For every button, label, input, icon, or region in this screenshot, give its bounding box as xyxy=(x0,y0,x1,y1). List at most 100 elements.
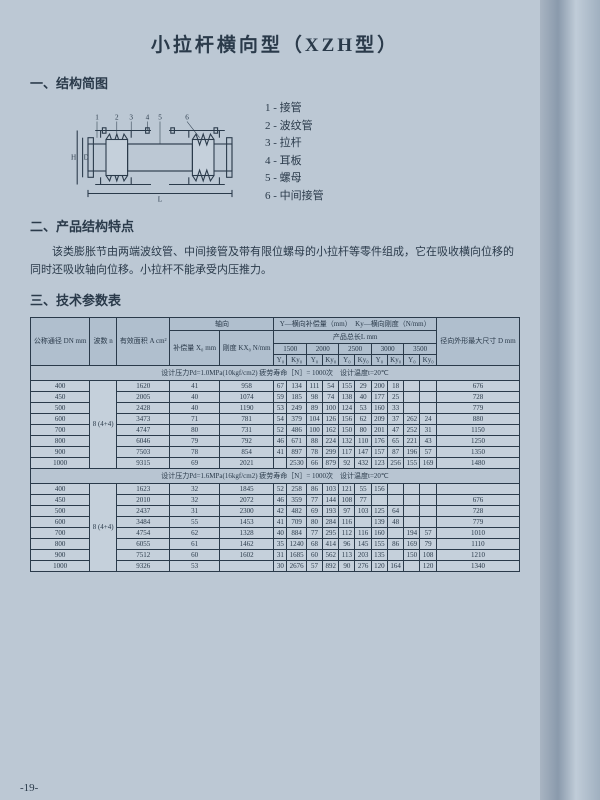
cell-val: 299 xyxy=(322,446,339,457)
th-y0: Y₀ xyxy=(371,354,387,365)
cell-x0: 40 xyxy=(170,391,219,402)
cell-val: 24 xyxy=(420,413,437,424)
cell-val: 29 xyxy=(355,380,372,391)
structure-diagram-area: 1 2 3 4 5 6 H D L 1 - 接管 2 - 波纹管 3 - 拉杆 … xyxy=(70,100,520,206)
cell-area: 7503 xyxy=(117,446,170,457)
cell-x0: 60 xyxy=(170,549,219,560)
cell-d: 676 xyxy=(436,494,519,505)
cell-val: 147 xyxy=(355,446,372,457)
cell-x0: 61 xyxy=(170,538,219,549)
cell-kx: 1462 xyxy=(219,538,274,549)
cell-val: 124 xyxy=(339,402,355,413)
cell-val: 30 xyxy=(274,560,287,571)
cell-n: 8 (4+4) xyxy=(90,380,117,468)
cell-val: 67 xyxy=(274,380,287,391)
th-length: 1500 xyxy=(274,343,306,354)
svg-text:1: 1 xyxy=(95,113,99,121)
cell-val: 256 xyxy=(387,457,404,468)
structure-diagram: 1 2 3 4 5 6 H D L xyxy=(70,103,250,203)
cell-val: 200 xyxy=(371,380,387,391)
cell-val: 284 xyxy=(322,516,339,527)
cell-x0: 69 xyxy=(170,457,219,468)
cell-val: 66 xyxy=(306,457,322,468)
cell-val: 196 xyxy=(404,446,420,457)
cell-val: 53 xyxy=(274,402,287,413)
cell-d: 779 xyxy=(436,516,519,527)
cell-val xyxy=(404,505,420,516)
cell-val xyxy=(420,494,437,505)
cell-kx: 1602 xyxy=(219,549,274,560)
cell-val: 18 xyxy=(387,380,404,391)
cell-val: 77 xyxy=(306,527,322,538)
cell-area: 3473 xyxy=(117,413,170,424)
svg-text:2: 2 xyxy=(115,113,119,121)
cell-val: 110 xyxy=(355,435,372,446)
cell-val: 46 xyxy=(274,435,287,446)
legend-item: 6 - 中间接管 xyxy=(265,188,324,206)
cell-val: 150 xyxy=(404,549,420,560)
cell-val: 120 xyxy=(420,560,437,571)
cell-val: 160 xyxy=(371,527,387,538)
document-page: 小拉杆横向型（XZH型） 一、结构简图 xyxy=(0,0,540,800)
cell-d: 1010 xyxy=(436,527,519,538)
cell-val: 89 xyxy=(306,402,322,413)
cell-val xyxy=(420,391,437,402)
cell-val xyxy=(355,516,372,527)
cell-val: 64 xyxy=(387,505,404,516)
cell-dn: 450 xyxy=(31,391,90,402)
cell-x0: 32 xyxy=(170,494,219,505)
cell-dn: 400 xyxy=(31,483,90,494)
cell-val: 55 xyxy=(355,483,372,494)
cell-val: 47 xyxy=(387,424,404,435)
cell-val: 111 xyxy=(306,380,322,391)
cell-val: 117 xyxy=(339,446,355,457)
cell-val: 69 xyxy=(306,505,322,516)
cell-dn: 1000 xyxy=(31,457,90,468)
cell-val xyxy=(404,380,420,391)
cell-val: 2530 xyxy=(287,457,307,468)
cell-val: 249 xyxy=(287,402,307,413)
th-yky: Y—横向补偿量（mm） Ky—横向刚度（N/mm） xyxy=(274,317,436,330)
cell-val xyxy=(404,483,420,494)
cell-area: 6046 xyxy=(117,435,170,446)
svg-text:D: D xyxy=(84,153,89,161)
cell-d: 1150 xyxy=(436,424,519,435)
cell-d xyxy=(436,483,519,494)
cell-val xyxy=(420,505,437,516)
cell-dn: 400 xyxy=(31,380,90,391)
cell-dn: 500 xyxy=(31,505,90,516)
th-ky0: Ky₀ xyxy=(355,354,372,365)
cell-dn: 900 xyxy=(31,549,90,560)
cell-kx: 1453 xyxy=(219,516,274,527)
cell-kx: 1845 xyxy=(219,483,274,494)
cell-area: 3484 xyxy=(117,516,170,527)
cell-val: 108 xyxy=(420,549,437,560)
cell-val: 59 xyxy=(274,391,287,402)
cell-kx: 2072 xyxy=(219,494,274,505)
cell-dn: 800 xyxy=(31,435,90,446)
svg-text:L: L xyxy=(158,195,162,202)
svg-text:3: 3 xyxy=(129,113,133,121)
cell-val: 155 xyxy=(404,457,420,468)
cell-x0: 79 xyxy=(170,435,219,446)
cell-area: 2437 xyxy=(117,505,170,516)
th-area: 有效面积 A cm² xyxy=(117,317,170,365)
cell-kx: 731 xyxy=(219,424,274,435)
cell-val: 262 xyxy=(404,413,420,424)
cell-x0: 31 xyxy=(170,505,219,516)
cell-val: 77 xyxy=(355,494,372,505)
th-y0: Y₀ xyxy=(339,354,355,365)
cell-val: 108 xyxy=(339,494,355,505)
th-y0: Y₀ xyxy=(306,354,322,365)
legend-item: 1 - 接管 xyxy=(265,100,324,118)
cell-val: 54 xyxy=(274,413,287,424)
cell-val: 414 xyxy=(322,538,339,549)
cell-area: 4747 xyxy=(117,424,170,435)
cell-val: 79 xyxy=(420,538,437,549)
cell-val: 203 xyxy=(355,549,372,560)
cell-val: 78 xyxy=(306,446,322,457)
design-condition: 设计压力Pd=1.0MPa(10kgf/cm2) 疲劳寿命［N］= 1000次 … xyxy=(31,365,520,380)
cell-d: 779 xyxy=(436,402,519,413)
cell-val: 54 xyxy=(322,380,339,391)
cell-val: 52 xyxy=(274,483,287,494)
